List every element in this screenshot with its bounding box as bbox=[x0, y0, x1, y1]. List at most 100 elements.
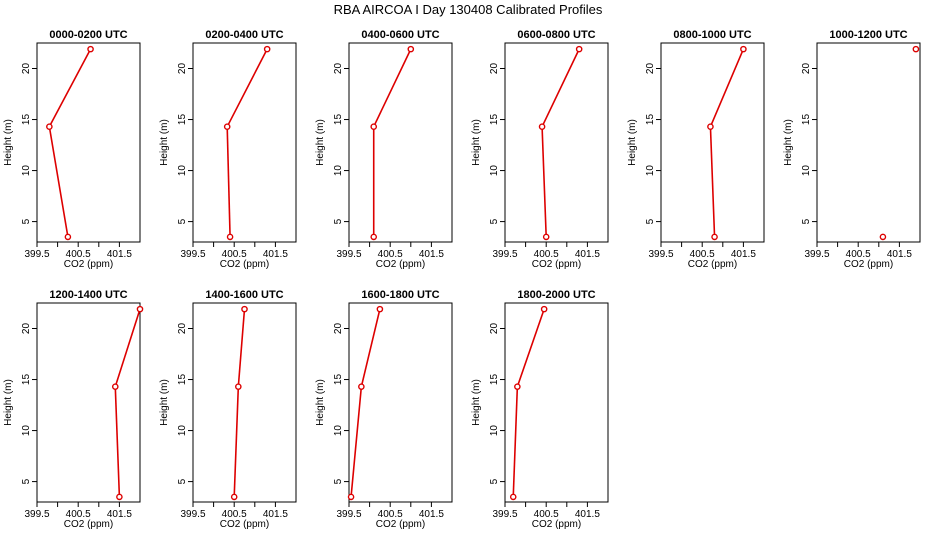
y-axis-label: Height (m) bbox=[3, 379, 14, 426]
x-axis-label: CO2 (ppm) bbox=[532, 259, 581, 270]
panel-title: 0000-0200 UTC bbox=[49, 29, 127, 41]
x-tick-label: 401.5 bbox=[419, 249, 444, 260]
plot-frame bbox=[660, 42, 765, 243]
profile-point bbox=[370, 233, 378, 241]
x-axis-label: CO2 (ppm) bbox=[220, 259, 269, 270]
y-tick-label: 5 bbox=[489, 478, 500, 484]
panel-title: 1600-1800 UTC bbox=[361, 289, 439, 301]
y-axis-label: Height (m) bbox=[315, 119, 326, 166]
y-tick-label: 10 bbox=[489, 425, 500, 437]
x-axis-label: CO2 (ppm) bbox=[844, 259, 893, 270]
y-tick-label: 15 bbox=[801, 114, 812, 126]
x-tick-label: 400.5 bbox=[222, 249, 247, 260]
profile-point bbox=[711, 233, 718, 241]
y-tick-label: 15 bbox=[177, 374, 188, 386]
profile-line-segment bbox=[541, 126, 547, 237]
profile-point bbox=[358, 383, 365, 390]
x-tick-label: 399.5 bbox=[180, 249, 205, 260]
profile-point bbox=[370, 123, 378, 130]
x-tick-label: 400.5 bbox=[690, 249, 715, 260]
y-tick-label: 5 bbox=[21, 478, 32, 484]
profile-point bbox=[740, 45, 747, 53]
x-tick-label: 400.5 bbox=[66, 249, 91, 260]
profile-point bbox=[540, 305, 548, 313]
profile-point bbox=[347, 493, 355, 501]
plot-frame bbox=[816, 42, 921, 243]
profile-line-segment bbox=[372, 48, 412, 128]
profile-line-segment bbox=[114, 308, 141, 387]
x-axis-label: CO2 (ppm) bbox=[64, 519, 113, 530]
y-tick-label: 15 bbox=[489, 114, 500, 126]
x-tick-label: 400.5 bbox=[378, 249, 403, 260]
y-tick-label: 15 bbox=[333, 114, 344, 126]
x-tick-label: 400.5 bbox=[66, 509, 91, 520]
x-tick-label: 400.5 bbox=[534, 509, 559, 520]
profile-line-segment bbox=[350, 386, 363, 497]
profile-point bbox=[879, 233, 887, 241]
y-axis-label: Height (m) bbox=[315, 379, 326, 426]
y-tick-label: 5 bbox=[489, 218, 500, 224]
x-tick-label: 401.5 bbox=[887, 249, 912, 260]
profile-line-segment bbox=[512, 386, 519, 497]
profile-point bbox=[64, 233, 72, 241]
profile-point bbox=[514, 383, 521, 390]
profile-point bbox=[707, 123, 714, 130]
figure-title: RBA AIRCOA I Day 130408 Calibrated Profi… bbox=[334, 2, 603, 17]
profile-point bbox=[407, 45, 415, 53]
panel-title: 1800-2000 UTC bbox=[517, 289, 595, 301]
y-tick-label: 5 bbox=[21, 218, 32, 224]
y-axis-label: Height (m) bbox=[471, 379, 482, 426]
profile-point bbox=[912, 45, 920, 53]
y-axis-label: Height (m) bbox=[3, 119, 14, 166]
y-tick-label: 15 bbox=[177, 114, 188, 126]
profile-line-segment bbox=[709, 48, 745, 127]
y-tick-label: 5 bbox=[333, 218, 344, 224]
profile-line-segment bbox=[709, 126, 716, 237]
x-tick-label: 399.5 bbox=[336, 509, 361, 520]
panel-title: 0400-0600 UTC bbox=[361, 29, 439, 41]
y-tick-label: 20 bbox=[645, 63, 656, 75]
y-tick-label: 10 bbox=[177, 425, 188, 437]
x-tick-label: 401.5 bbox=[263, 249, 288, 260]
x-tick-label: 401.5 bbox=[107, 249, 132, 260]
y-axis-label: Height (m) bbox=[471, 119, 482, 166]
x-axis-label: CO2 (ppm) bbox=[376, 259, 425, 270]
y-tick-label: 10 bbox=[333, 425, 344, 437]
y-tick-label: 20 bbox=[333, 323, 344, 335]
panel-title: 0200-0400 UTC bbox=[205, 29, 283, 41]
profile-line-segment bbox=[237, 309, 246, 387]
x-tick-label: 399.5 bbox=[804, 249, 829, 260]
x-tick-label: 401.5 bbox=[575, 249, 600, 260]
plot-frame bbox=[504, 42, 609, 243]
x-axis-label: CO2 (ppm) bbox=[220, 519, 269, 530]
x-axis-label: CO2 (ppm) bbox=[688, 259, 737, 270]
profile-point bbox=[538, 123, 546, 130]
y-tick-label: 5 bbox=[177, 478, 188, 484]
x-tick-label: 399.5 bbox=[24, 249, 49, 260]
x-axis-label: CO2 (ppm) bbox=[64, 259, 113, 270]
profile-line-segment bbox=[233, 386, 240, 497]
y-axis-label: Height (m) bbox=[159, 379, 170, 426]
x-tick-label: 400.5 bbox=[378, 509, 403, 520]
y-tick-label: 10 bbox=[21, 425, 32, 437]
profile-point bbox=[136, 305, 144, 313]
y-tick-label: 10 bbox=[645, 165, 656, 177]
plot-frame bbox=[504, 302, 609, 503]
y-tick-label: 10 bbox=[21, 165, 32, 177]
profile-line-segment bbox=[541, 48, 580, 128]
y-tick-label: 10 bbox=[177, 165, 188, 177]
profile-point bbox=[111, 383, 119, 390]
y-tick-label: 5 bbox=[177, 218, 188, 224]
profile-point bbox=[575, 45, 583, 53]
x-tick-label: 401.5 bbox=[575, 509, 600, 520]
